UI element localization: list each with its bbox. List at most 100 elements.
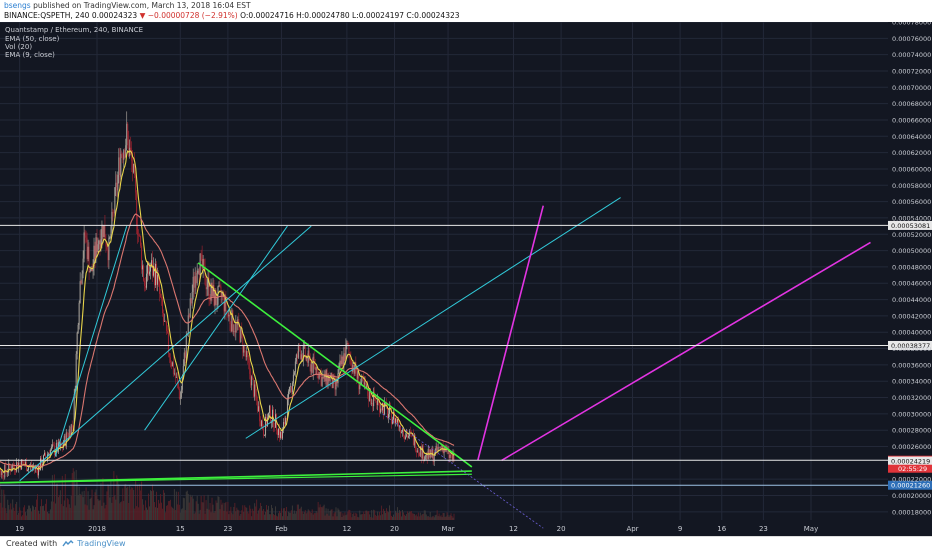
candle-body [377,400,378,405]
volume-bar [258,510,259,520]
volume-bar [408,513,409,520]
candle-body [109,236,110,237]
volume-bar [329,516,330,520]
down-arrow-icon: ▼ [140,11,146,20]
volume-bar [278,513,279,520]
volume-bar [382,514,383,520]
volume-bar [387,511,388,520]
volume-bar [175,510,176,520]
volume-bar [73,468,74,520]
candle-body [100,241,101,249]
volume-bar [46,499,47,520]
volume-bar [290,513,291,520]
volume-bar [287,516,288,520]
volume-bar [305,510,306,520]
candle-body [247,351,248,359]
volume-bar [211,512,212,520]
volume-bar [321,507,322,520]
tradingview-brand[interactable]: TradingView [77,539,125,548]
volume-bar [366,511,367,520]
volume-bar [86,487,87,520]
candle-body [294,372,295,374]
volume-bar [1,490,2,520]
volume-bar [33,506,34,520]
author-link[interactable]: bsengs [4,1,31,10]
symbol-label: BINANCE:QSPETH, 240 [4,11,89,20]
volume-bar [206,500,207,520]
volume-bar [417,516,418,520]
candle-body [179,389,180,399]
legend-ema50[interactable]: EMA (50, close) [5,35,60,43]
volume-bar [222,503,223,520]
volume-bar [368,511,369,520]
price-tick-label: 0.00052000 [892,231,931,239]
volume-bar [411,511,412,520]
volume-bar [274,515,275,520]
volume-bar [70,508,71,520]
candle-body [280,432,281,438]
candle-body [406,434,407,436]
candle-body [341,361,342,365]
chart-area[interactable]: 0.000530810.000383770.000243230.00024219… [0,22,932,536]
candle-body [359,385,360,389]
volume-bar [410,511,411,520]
volume-bar [424,510,425,520]
volume-bar [438,516,439,520]
time-tick-label: Feb [275,525,288,533]
candle-body [439,447,440,448]
candle-body [278,429,279,435]
price-chart[interactable]: 0.000530810.000383770.000243230.00024219… [0,22,932,536]
volume-bar [182,508,183,520]
volume-bar [279,511,280,520]
candle-body [375,400,376,401]
candle-body [371,403,372,404]
volume-bar [415,515,416,520]
candle-body [451,455,452,456]
volume-bar [348,510,349,520]
volume-bar [331,510,332,520]
candle-body [248,359,249,363]
volume-bar [346,514,347,520]
volume-bar [132,488,133,520]
price-tick-label: 0.00020000 [892,492,931,500]
volume-bar [199,514,200,520]
volume-bar [163,490,164,520]
price-tick-label: 0.00046000 [892,280,931,288]
volume-bar [409,511,410,520]
volume-bar [102,506,103,520]
candle-body [344,353,345,360]
volume-bar [196,501,197,520]
volume-bar [323,506,324,520]
candle-body [301,354,302,358]
volume-bar [407,511,408,520]
volume-bar [296,511,297,520]
volume-bar [281,508,282,520]
candle-body [257,401,258,412]
candle-body [89,247,90,273]
legend-vol[interactable]: Vol (20) [5,43,32,51]
candle-body [235,322,236,332]
candle-body [277,430,278,435]
candle-body [196,276,197,283]
legend-ema9[interactable]: EMA (9, close) [5,51,55,59]
candle-body [400,427,401,433]
volume-bar [393,515,394,520]
volume-bar [43,506,44,520]
volume-bar [125,484,126,520]
volume-bar [104,508,105,520]
volume-bar [55,503,56,520]
candle-body [251,376,252,385]
volume-bar [4,495,5,520]
candle-body [422,446,423,458]
volume-bar [23,507,24,520]
candle-body [111,212,112,234]
candle-body [136,192,137,225]
volume-bar [77,480,78,520]
candle-body [252,376,253,379]
volume-bar [7,500,8,520]
candle-body [133,164,134,173]
volume-bar [317,513,318,520]
volume-bar [372,518,373,520]
volume-bar [74,471,75,520]
candle-body [173,362,174,373]
